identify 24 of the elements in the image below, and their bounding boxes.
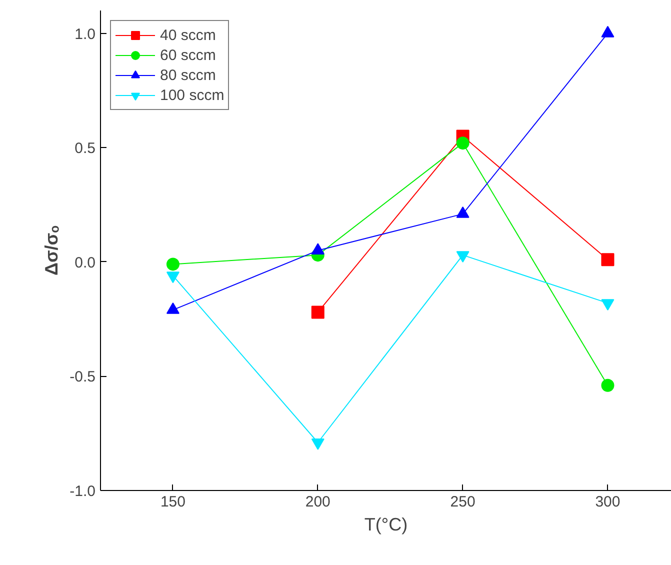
legend-label: 40 sccm xyxy=(160,26,216,44)
y-axis-title: Δσ/σₒ xyxy=(42,226,62,276)
point xyxy=(601,26,614,38)
legend-label: 60 sccm xyxy=(160,46,216,64)
y-tick-label: -0.5 xyxy=(70,368,96,386)
x-axis-title: T(°C) xyxy=(364,514,408,534)
x-tick-label: 250 xyxy=(450,494,476,510)
point xyxy=(601,253,614,266)
point xyxy=(456,206,470,218)
point xyxy=(311,306,324,319)
x-tick-label: 200 xyxy=(305,494,330,510)
point xyxy=(456,136,470,150)
x-tick-label: 150 xyxy=(160,494,186,510)
y-tick-label: 0.5 xyxy=(74,140,96,158)
y-tick-label: 1.0 xyxy=(74,26,96,43)
point xyxy=(166,258,180,271)
y-tick-label: -1.0 xyxy=(70,483,96,500)
x-tick-label: 300 xyxy=(595,494,620,510)
legend-label: 80 sccm xyxy=(160,66,216,84)
y-tick-label: 0.0 xyxy=(74,254,96,272)
legend-label: 100 sccm xyxy=(160,86,224,104)
point xyxy=(311,438,324,450)
point xyxy=(601,299,614,310)
point xyxy=(601,378,614,392)
